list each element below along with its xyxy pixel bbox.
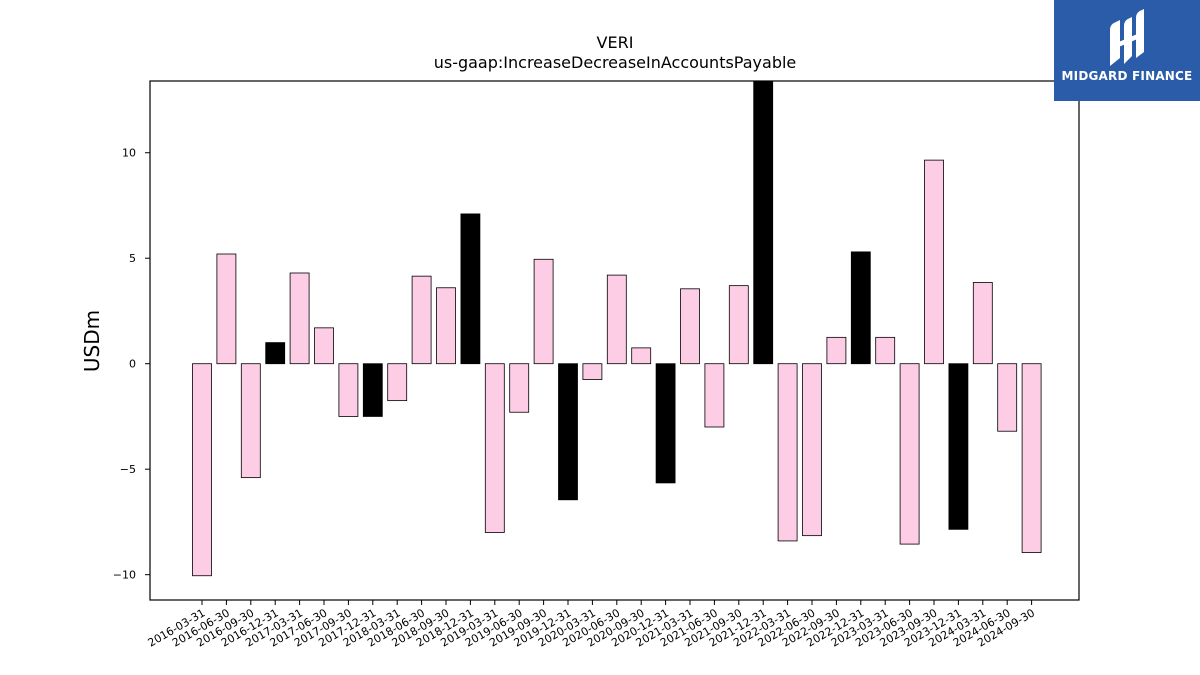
bar-2018-12-31 <box>460 213 481 365</box>
bar-2023-03-31 <box>875 336 896 365</box>
bar-2023-06-30 <box>899 363 920 545</box>
bar-2022-09-30 <box>826 336 847 365</box>
bar-2020-09-30 <box>631 347 652 365</box>
bar-2017-09-30 <box>338 363 359 417</box>
bar-2024-06-30 <box>997 363 1018 432</box>
bar-2020-06-30 <box>606 274 627 365</box>
y-axis-label: USDm <box>80 310 104 372</box>
bar-2018-03-31 <box>387 363 408 402</box>
bar-2022-12-31 <box>850 251 871 365</box>
bar-2017-03-31 <box>289 272 310 365</box>
bar-2017-12-31 <box>362 363 383 417</box>
bar-2021-03-31 <box>680 288 700 365</box>
bars-group <box>192 80 1042 577</box>
midgard-logo-icon <box>1110 9 1144 66</box>
y-tick-label: −10 <box>113 569 136 582</box>
bar-2020-12-31 <box>655 363 676 484</box>
chart-title: VERI <box>597 33 634 52</box>
plot-frame <box>149 80 1080 601</box>
bar-2022-03-31 <box>777 363 798 542</box>
midgard-finance-logo: MIDGARD FINANCE <box>1054 0 1200 101</box>
bar-2016-03-31 <box>192 363 212 577</box>
y-tick-label: 5 <box>129 252 136 265</box>
logo-text: MIDGARD FINANCE <box>1061 69 1193 83</box>
y-tick-label: 0 <box>129 358 136 371</box>
bar-2016-12-31 <box>265 342 286 365</box>
bar-2021-06-30 <box>704 363 725 428</box>
bar-2016-06-30 <box>216 253 237 365</box>
chart-subtitle: us-gaap:IncreaseDecreaseInAccountsPayabl… <box>434 53 797 72</box>
bar-2019-09-30 <box>533 258 554 365</box>
bar-2019-12-31 <box>558 363 578 501</box>
bar-2019-06-30 <box>509 363 530 413</box>
y-ticks-group: −10 −5 0 5 10 <box>113 147 150 582</box>
x-ticks-group: 2016-03-312016-06-302016-09-302016-12-31… <box>146 600 1037 650</box>
bar-2023-09-30 <box>924 159 944 365</box>
bar-2022-06-30 <box>802 363 822 537</box>
bar-2024-09-30 <box>1021 363 1042 553</box>
bar-2016-09-30 <box>240 363 261 479</box>
y-tick-label: 10 <box>122 147 136 160</box>
bar-2020-03-31 <box>582 363 603 380</box>
bar-2024-03-31 <box>972 282 993 365</box>
bar-2021-12-31 <box>753 80 774 365</box>
bar-2023-12-31 <box>948 363 969 530</box>
bar-2017-06-30 <box>314 327 334 365</box>
bar-2018-06-30 <box>411 275 432 365</box>
bar-2021-09-30 <box>728 285 749 365</box>
y-tick-label: −5 <box>120 463 136 476</box>
bar-2018-09-30 <box>436 287 456 365</box>
bar-2019-03-31 <box>484 363 505 533</box>
